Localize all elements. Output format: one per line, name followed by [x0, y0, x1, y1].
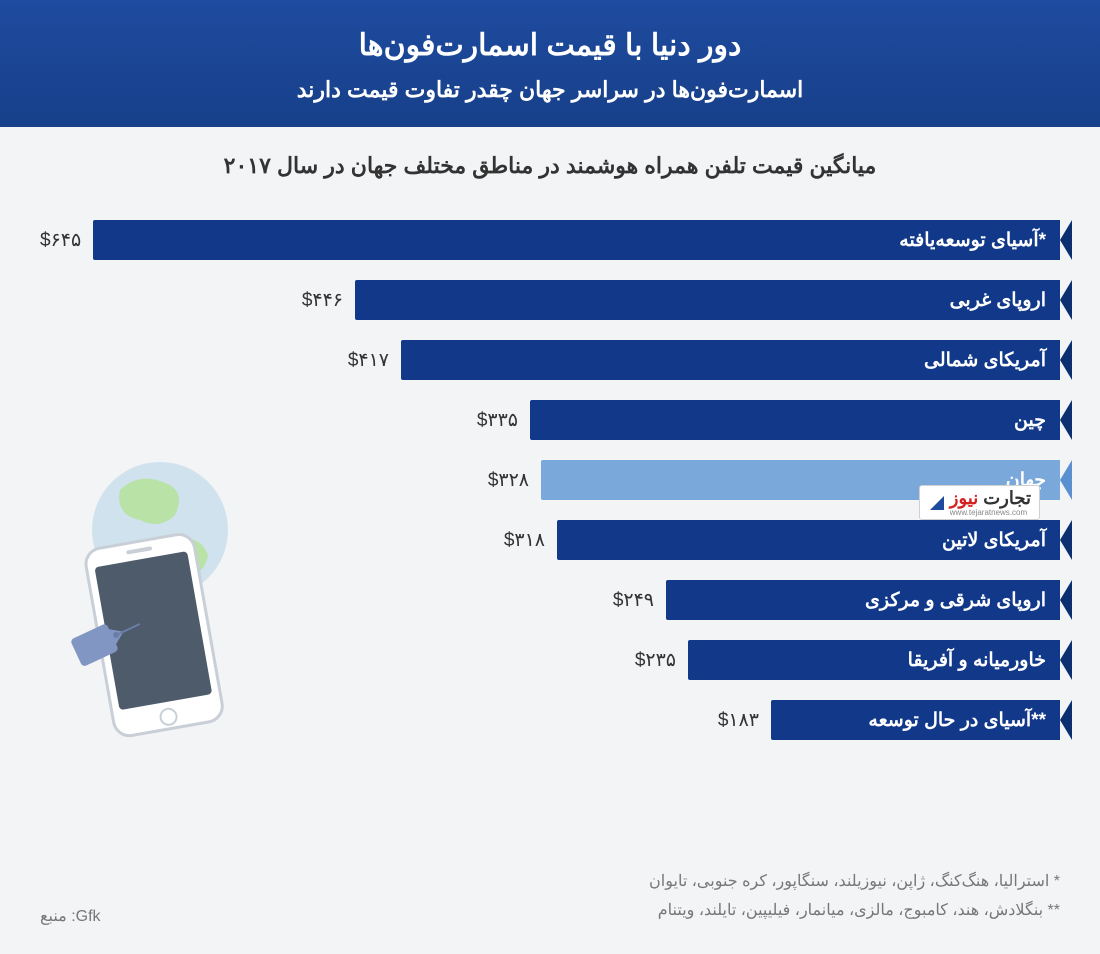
infographic-container: دور دنیا با قیمت اسمارت‌فون‌ها اسمارت‌فو…	[0, 0, 1100, 954]
watermark-icon	[928, 494, 946, 512]
bar-label: **آسیای در حال توسعه	[868, 709, 1046, 732]
bar-label: اروپای غربی	[950, 289, 1046, 312]
main-title: دور دنیا با قیمت اسمارت‌فون‌ها	[20, 28, 1080, 63]
bar: آمریکای شمالی	[401, 340, 1060, 380]
bar: **آسیای در حال توسعه	[771, 700, 1060, 740]
source-credit: منبع :Gfk	[40, 906, 101, 926]
bar-value: $۳۳۵	[477, 409, 518, 432]
bar-label: آمریکای شمالی	[924, 349, 1046, 372]
header: دور دنیا با قیمت اسمارت‌فون‌ها اسمارت‌فو…	[0, 0, 1100, 127]
bar-row: *آسیای توسعه‌یافته $۶۴۵	[40, 219, 1060, 261]
bar-value: $۶۴۵	[40, 229, 81, 252]
bar: اروپای شرقی و مرکزی	[666, 580, 1060, 620]
bar-label: *آسیای توسعه‌یافته	[899, 229, 1046, 252]
bar-row: آمریکای شمالی $۴۱۷	[40, 339, 1060, 381]
bar-label: اروپای شرقی و مرکزی	[865, 589, 1046, 612]
bar-value: $۱۸۳	[718, 709, 759, 732]
subtitle: اسمارت‌فون‌ها در سراسر جهان چقدر تفاوت ق…	[20, 77, 1080, 103]
footnote-1: * استرالیا، هنگ‌کنگ، ژاپن، نیوزیلند، سنگ…	[649, 868, 1060, 897]
bar-value: $۳۱۸	[504, 529, 545, 552]
phone-globe-illustration	[60, 460, 280, 720]
bar-label: خاورمیانه و آفریقا	[908, 649, 1046, 672]
bar-value: $۲۳۵	[635, 649, 676, 672]
footnotes: * استرالیا، هنگ‌کنگ، ژاپن، نیوزیلند، سنگ…	[649, 868, 1060, 926]
bar-value: $۳۲۸	[488, 469, 529, 492]
phone-icon	[70, 530, 240, 750]
bar-row: اروپای غربی $۴۴۶	[40, 279, 1060, 321]
bar-row: چین $۳۳۵	[40, 399, 1060, 441]
watermark-text: تجارت نیوز	[950, 488, 1031, 508]
bar: اروپای غربی	[355, 280, 1060, 320]
bar-label: آمریکای لاتین	[942, 529, 1046, 552]
chart-title: میانگین قیمت تلفن همراه هوشمند در مناطق …	[40, 153, 1060, 179]
bar: خاورمیانه و آفریقا	[688, 640, 1060, 680]
bar-value: $۲۴۹	[613, 589, 654, 612]
bar: چین	[530, 400, 1060, 440]
watermark-url: www.tejaratnews.com	[950, 509, 1031, 517]
bar: *آسیای توسعه‌یافته	[93, 220, 1060, 260]
bar-value: $۴۴۶	[302, 289, 343, 312]
watermark-logo: تجارت نیوز www.tejaratnews.com	[919, 485, 1040, 520]
bar: آمریکای لاتین	[557, 520, 1060, 560]
bar-value: $۴۱۷	[348, 349, 389, 372]
footnote-2: ** بنگلادش، هند، کامبوج، مالزی، میانمار،…	[649, 897, 1060, 926]
bar-label: چین	[1014, 409, 1046, 432]
